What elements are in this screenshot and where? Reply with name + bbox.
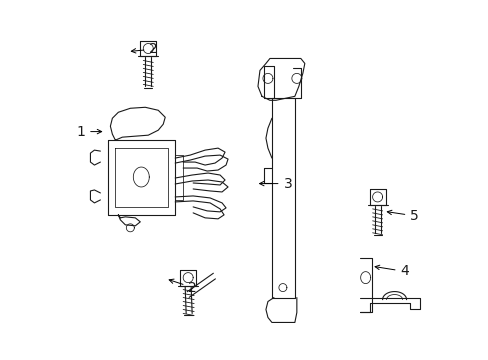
Text: 4: 4 <box>374 265 408 278</box>
Text: 2: 2 <box>131 42 158 56</box>
Text: 5: 5 <box>386 209 418 223</box>
Text: 1: 1 <box>76 125 102 139</box>
Text: 3: 3 <box>259 177 292 190</box>
Text: 2: 2 <box>169 279 197 294</box>
